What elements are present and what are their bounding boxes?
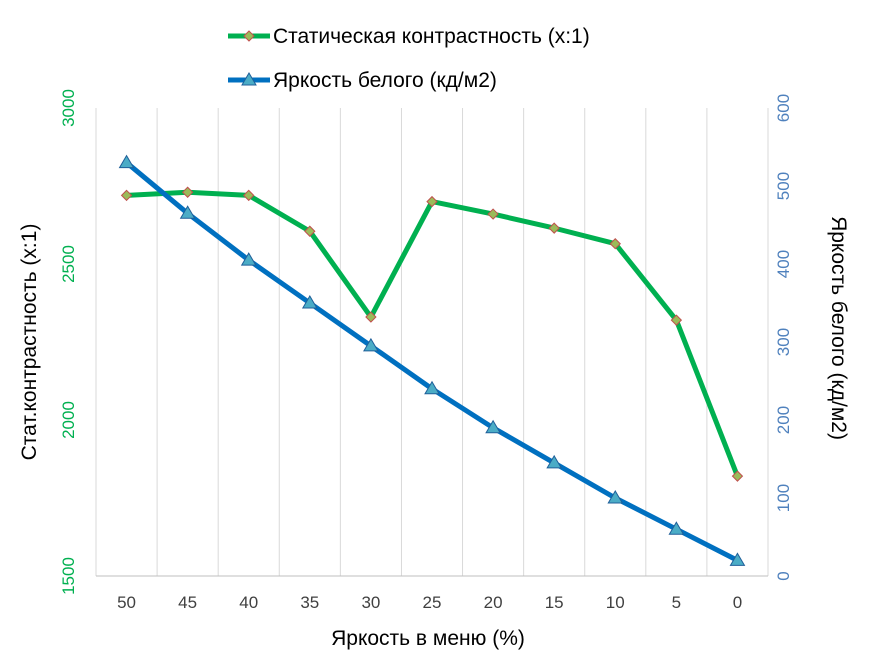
data-point-triangle	[301, 295, 318, 309]
y-right-tick-label: 500	[774, 172, 793, 200]
x-tick-label: 35	[300, 593, 319, 612]
data-point-diamond	[487, 208, 499, 220]
chart-axes: 50 45 40 35 30 25 20 15 10 5 015002000250030000100…	[59, 89, 793, 612]
y-left-tick-label: 1500	[59, 557, 78, 595]
x-tick-label: 45	[178, 593, 197, 612]
data-point-diamond	[670, 314, 683, 326]
data-point-diamond	[365, 311, 377, 323]
data-point-triangle	[668, 521, 685, 535]
legend: Статическая контрастность (x:1) Яркость …	[228, 25, 590, 92]
data-point-triangle	[729, 552, 746, 566]
y-axis-right-title: Яркость белого (кд/м2)	[827, 216, 850, 440]
chart-grid	[95, 108, 769, 576]
data-point-diamond	[731, 470, 744, 482]
data-point-triangle	[424, 380, 440, 395]
x-tick-label: 50	[117, 593, 136, 612]
x-tick-label: 25	[423, 593, 442, 612]
y-right-tick-label: 100	[774, 484, 793, 512]
data-point-triangle	[118, 154, 135, 169]
y-left-tick-label: 2500	[59, 245, 78, 283]
data-point-triangle	[485, 419, 501, 434]
chart-series	[118, 154, 746, 566]
legend-item-brightness: Яркость белого (кд/м2)	[228, 69, 497, 92]
data-point-triangle	[607, 490, 624, 504]
data-point-diamond	[548, 222, 560, 234]
x-tick-label: 40	[239, 593, 258, 612]
data-point-diamond	[426, 195, 438, 208]
data-point-diamond	[181, 186, 194, 198]
y-right-tick-label: 300	[774, 328, 793, 356]
legend-item-contrast: Статическая контрастность (x:1)	[228, 25, 590, 48]
data-point-diamond	[120, 189, 133, 202]
x-tick-label: 20	[484, 593, 503, 612]
y-right-tick-label: 200	[774, 406, 793, 434]
data-point-triangle	[179, 205, 196, 219]
data-point-diamond	[609, 238, 621, 250]
x-tick-label: 5	[672, 593, 681, 612]
x-axis-title: Яркость в меню (%)	[331, 627, 525, 650]
legend-label-brightness: Яркость белого (кд/м2)	[273, 69, 497, 92]
y-left-tick-label: 3000	[59, 89, 78, 127]
y-right-tick-label: 600	[774, 94, 793, 122]
y-axis-left-title: Стат.контрастность (x:1)	[18, 224, 41, 461]
data-point-diamond	[243, 189, 255, 202]
legend-marker-brightness	[241, 72, 257, 86]
x-tick-label: 30	[361, 593, 380, 612]
y-left-tick-label: 2000	[59, 401, 78, 439]
legend-marker-contrast	[243, 30, 255, 42]
data-point-triangle	[363, 337, 379, 352]
x-tick-label: 15	[545, 593, 564, 612]
x-tick-label: 0	[733, 593, 742, 612]
y-right-tick-label: 400	[774, 250, 793, 278]
y-right-tick-label: 0	[774, 571, 793, 580]
legend-label-contrast: Статическая контрастность (x:1)	[273, 25, 590, 48]
data-point-diamond	[304, 225, 316, 237]
x-tick-label: 10	[606, 593, 625, 612]
data-point-triangle	[240, 252, 257, 266]
data-point-triangle	[546, 454, 563, 469]
